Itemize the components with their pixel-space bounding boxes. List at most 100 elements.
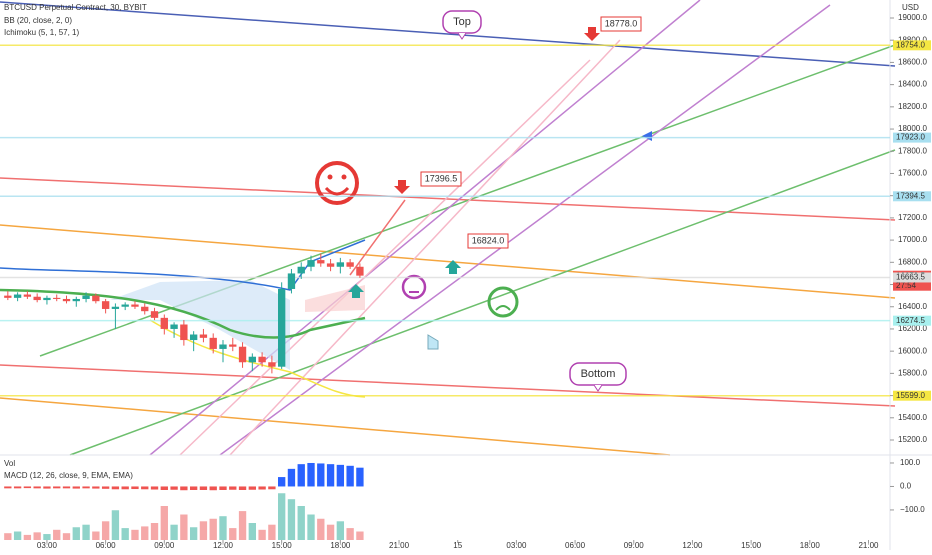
candle-body — [199, 334, 208, 338]
volume-bar — [101, 521, 110, 540]
candle-body — [170, 324, 178, 329]
trendline — [0, 1, 896, 67]
symbol: BTCUSD Perpetual Contract, 30, BYBIT — [4, 3, 147, 12]
note-text: Bottom — [581, 368, 616, 380]
y-tick-label: 100.0 — [900, 458, 921, 467]
volume-bar — [356, 531, 364, 540]
candle-body — [111, 306, 120, 309]
callout-box — [467, 233, 509, 249]
callout-box — [420, 171, 462, 187]
drawings — [0, 0, 896, 456]
arrow-left — [642, 131, 652, 141]
candle-body — [258, 356, 266, 363]
y-tick-label: 17800.0 — [898, 146, 927, 155]
y-tick-label: 17600.0 — [898, 169, 927, 178]
macd-bar — [346, 465, 354, 487]
macd-bar — [258, 486, 266, 490]
macd-bar — [101, 486, 110, 489]
volume-bar — [209, 518, 217, 540]
macd-bar — [33, 486, 41, 489]
y-tick-label: 18600.0 — [898, 58, 927, 67]
indicator: BB (20, close, 2, 0) — [4, 16, 72, 25]
volume-bar — [326, 524, 335, 540]
candle-body — [326, 263, 335, 267]
candle-body — [62, 298, 71, 302]
candle-body — [141, 306, 149, 312]
volume-bar — [121, 528, 129, 540]
sad-face — [487, 286, 519, 318]
price-label-bg — [893, 191, 931, 202]
y-tick-label: 16200.0 — [898, 324, 927, 333]
macd-bar — [238, 486, 247, 490]
x-tick-label: 06:00 — [565, 541, 586, 550]
candle-body — [307, 260, 315, 267]
volume-bar — [258, 529, 266, 540]
volume-bar — [62, 533, 71, 540]
candle-body — [101, 301, 110, 309]
candle-body — [23, 294, 32, 297]
volume-bar — [189, 527, 198, 540]
volume-bar — [219, 516, 227, 540]
arrow-down — [394, 180, 410, 194]
candle-body — [72, 298, 80, 302]
macd-bar — [297, 464, 305, 487]
candle-body — [346, 262, 354, 267]
indicator: MACD (12, 26, close, 9, EMA, EMA) — [4, 471, 133, 480]
macd-bar — [150, 486, 159, 490]
candle-body — [131, 304, 139, 307]
y-tick-label: 18800.0 — [898, 35, 927, 44]
price-label: 17394.5 — [896, 191, 925, 200]
volume-bar — [317, 518, 325, 540]
y-tick-label: 16000.0 — [898, 346, 927, 355]
arrow-up — [348, 284, 364, 298]
macd-bar — [111, 486, 120, 490]
volume-bar — [248, 523, 256, 540]
volume-bar — [180, 514, 188, 540]
x-tick-label: 21:00 — [389, 541, 410, 550]
trendline — [0, 364, 896, 407]
callout-text: 16824.0 — [472, 235, 505, 245]
candle-body — [356, 266, 364, 276]
volume-bar — [297, 506, 305, 540]
indicator: Vol — [4, 459, 15, 468]
macd-bar — [141, 486, 149, 490]
price-label: 18754.0 — [896, 40, 925, 49]
x-tick-label: 12:00 — [682, 541, 703, 550]
arrow-up — [445, 260, 461, 274]
volume-bar — [278, 493, 286, 540]
mouth — [324, 186, 350, 196]
macd-bar — [219, 486, 227, 490]
volume-bar — [160, 506, 168, 540]
macd-bar — [307, 462, 315, 487]
volume-bar — [170, 524, 178, 540]
x-tick-label: 15:00 — [741, 541, 762, 550]
volume-bar — [229, 528, 237, 540]
y-tick-label: 18200.0 — [898, 102, 927, 111]
trendline — [0, 224, 896, 299]
macd-bar — [72, 486, 80, 489]
trendline — [229, 39, 621, 456]
price-label-bg — [893, 40, 931, 51]
volume-bar — [72, 527, 80, 540]
macd-bar — [326, 464, 335, 487]
candle-body — [53, 297, 61, 299]
price-label-bg — [893, 390, 931, 401]
macd-bar — [336, 464, 345, 487]
candle-body — [219, 344, 227, 349]
candle-body — [297, 266, 305, 274]
macd-bar — [92, 486, 100, 489]
cloud — [110, 280, 290, 370]
macd-bar — [131, 486, 139, 490]
mouth — [495, 305, 511, 311]
macd-bar — [209, 486, 217, 491]
candle-body — [150, 311, 159, 318]
x-tick-label: 09:00 — [624, 541, 645, 550]
trendline — [0, 177, 896, 221]
macd-bar — [268, 486, 276, 490]
macd-bar — [13, 486, 22, 489]
trendline — [149, 0, 701, 456]
candle-body — [278, 288, 286, 367]
x-tick-label: 12:00 — [213, 541, 234, 550]
